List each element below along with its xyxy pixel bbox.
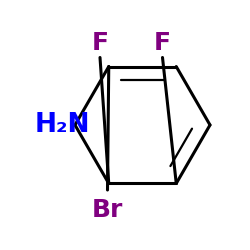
Text: H₂N: H₂N <box>35 112 90 138</box>
Text: F: F <box>92 30 108 54</box>
Text: Br: Br <box>92 198 123 222</box>
Text: F: F <box>154 30 171 54</box>
